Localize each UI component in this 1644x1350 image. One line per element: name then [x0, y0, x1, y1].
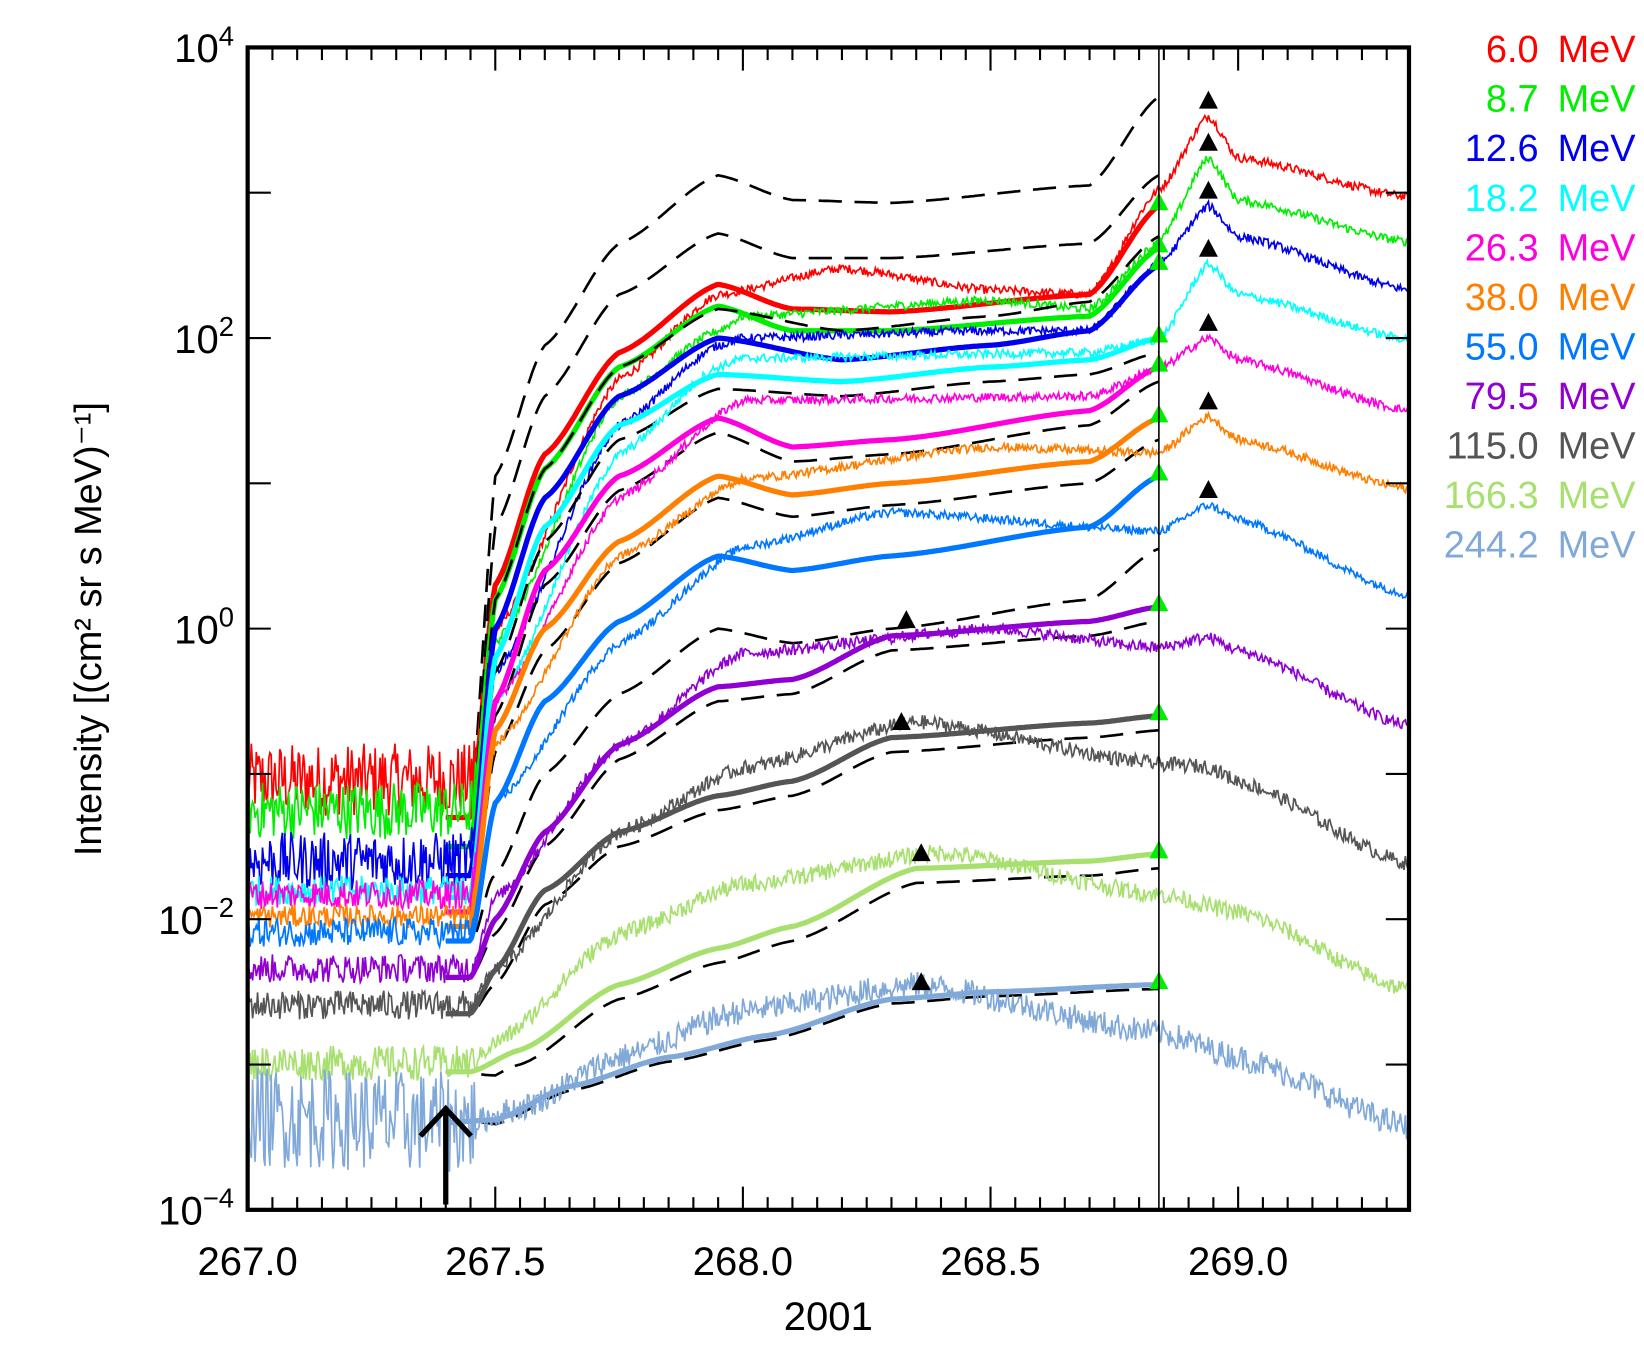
- x-tick-label: 268.5: [940, 1240, 1040, 1284]
- peak-marker-triangle: [1198, 480, 1218, 498]
- observed-line: [246, 501, 1410, 950]
- peak-marker-triangle: [1198, 312, 1218, 331]
- y-tick-base: 10: [158, 899, 203, 943]
- observed-line: [246, 156, 1410, 840]
- peak-marker-triangle: [1198, 132, 1218, 151]
- fit-line: [445, 415, 1160, 930]
- model-dashed-line: [445, 867, 1159, 1077]
- y-tick-base: 10: [174, 27, 219, 71]
- peak-marker-triangle: [1198, 90, 1218, 109]
- x-axis-title: 2001: [784, 1295, 873, 1339]
- model-dashed-line: [445, 729, 1159, 1016]
- y-tick-exponent: −2: [203, 892, 234, 923]
- x-tick-label: 269.0: [1188, 1240, 1288, 1284]
- y-tick-exponent: −4: [203, 1183, 234, 1214]
- legend-entry: 244.2 MeV: [1444, 524, 1637, 566]
- y-tick-exponent: 2: [219, 311, 234, 342]
- plot-frame: [245, 45, 1412, 1212]
- fit-line: [445, 851, 1160, 1075]
- peak-marker-triangle: [911, 843, 931, 862]
- x-tick-label: 268.0: [693, 1240, 793, 1284]
- observed-line: [246, 410, 1410, 929]
- x-tick-label: 267.0: [198, 1240, 298, 1284]
- observed-line: [246, 333, 1410, 912]
- legend-entry: 12.6 MeV: [1465, 128, 1636, 170]
- observed-line: [246, 113, 1410, 816]
- legend-entry: 79.5 MeV: [1465, 376, 1636, 418]
- observed-line: [246, 622, 1410, 986]
- series-18-2-mev: [246, 238, 1410, 908]
- series-6-0-mev: [246, 90, 1410, 821]
- legend: 6.0 MeV 8.7 MeV 12.6 MeV 18.2 MeV 26.3 MeV 38…: [1444, 29, 1637, 566]
- legend-entry: 38.0 MeV: [1465, 277, 1636, 319]
- legend-entry: 6.0 MeV: [1486, 29, 1636, 71]
- y-tick-exponent: 4: [219, 20, 234, 51]
- y-tick-base: 10: [174, 318, 219, 362]
- model-dashed-line: [445, 95, 1160, 819]
- legend-entry: 26.3 MeV: [1465, 227, 1636, 269]
- axes: 267.0 267.5 268.0 268.5 269.010410210010−210…: [158, 20, 1412, 1284]
- series-55-0-mev: [246, 462, 1410, 950]
- peak-marker-triangle: [896, 610, 916, 629]
- y-tick-base: 10: [174, 608, 219, 652]
- y-tick-label: 102: [174, 311, 234, 362]
- model-dashed-line: [445, 174, 1160, 848]
- peak-marker-triangle: [1198, 391, 1218, 410]
- x-tick-label: 267.5: [445, 1240, 545, 1284]
- observed-line: [246, 198, 1410, 891]
- model-dashed-line: [445, 620, 1160, 979]
- plot-area: [246, 90, 1410, 1172]
- y-tick-base: 10: [158, 1190, 203, 1234]
- series-38-0-mev: [246, 391, 1410, 930]
- legend-entry: 115.0 MeV: [1447, 425, 1637, 467]
- model-dashed-line: [445, 547, 1160, 943]
- peak-marker-triangle: [891, 712, 911, 731]
- series-12-6-mev: [246, 180, 1410, 891]
- y-tick-label: 10−4: [158, 1183, 234, 1234]
- observed-line: [246, 257, 1410, 908]
- fit-line: [445, 364, 1160, 915]
- y-tick-label: 100: [174, 602, 234, 653]
- peak-marker-triangle: [1198, 180, 1218, 199]
- legend-entry: 8.7 MeV: [1486, 79, 1636, 121]
- model-dashed-line: [445, 235, 1160, 877]
- y-axis-title: Intensity [(cm² sr s MeV)⁻¹]: [68, 402, 110, 856]
- legend-entry: 55.0 MeV: [1465, 326, 1636, 368]
- fit-line: [445, 203, 1161, 821]
- model-dashed-line: [445, 351, 1160, 899]
- legend-entry: 166.3 MeV: [1444, 475, 1637, 517]
- peak-marker-triangle: [1198, 238, 1218, 257]
- fit-line: [445, 263, 1161, 879]
- y-tick-label: 104: [174, 20, 234, 71]
- observed-line: [246, 844, 1410, 1083]
- series-115-0-mev: [246, 702, 1410, 1020]
- observed-line: [246, 972, 1410, 1172]
- model-dashed-line: [445, 380, 1160, 914]
- onset-arrow-icon: [418, 1104, 473, 1205]
- fit-line: [445, 335, 1160, 901]
- fit-line: [445, 473, 1160, 944]
- y-tick-label: 10−2: [158, 892, 234, 943]
- observed-line: [246, 714, 1410, 1020]
- peak-marker-triangle: [911, 972, 931, 991]
- legend-entry: 18.2 MeV: [1465, 178, 1636, 220]
- fit-line: [445, 981, 1160, 1126]
- model-dashed-line: [445, 438, 1160, 928]
- y-tick-exponent: 0: [219, 602, 234, 633]
- fit-line: [445, 713, 1160, 1017]
- fit-line: [445, 604, 1160, 980]
- series-166-3-mev: [246, 840, 1410, 1083]
